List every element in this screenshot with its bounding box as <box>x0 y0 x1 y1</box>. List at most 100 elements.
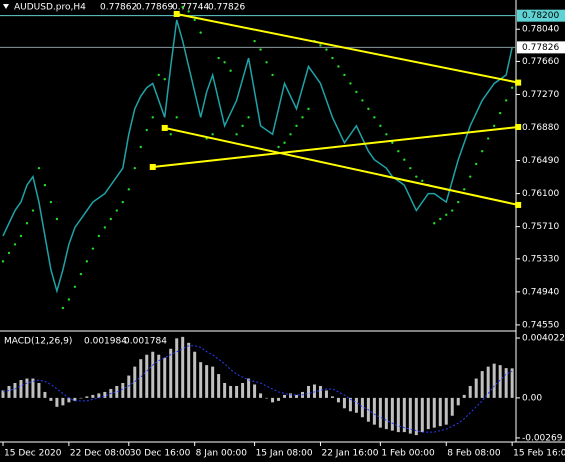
sar-dot <box>451 209 454 212</box>
macd-bar <box>426 397 430 430</box>
macd-bar <box>289 393 293 398</box>
macd-bar <box>73 397 77 401</box>
sar-dot <box>463 188 466 191</box>
y-tick-label: 0.77660 <box>522 57 559 67</box>
sar-dot <box>349 82 352 85</box>
macd-bar <box>283 394 287 398</box>
price-label: 0.78200 <box>522 11 559 21</box>
sar-dot <box>271 73 274 77</box>
macd-bar <box>55 397 59 407</box>
sar-dot <box>433 222 436 225</box>
sar-dot <box>121 200 125 204</box>
sar-dot <box>391 141 394 144</box>
macd-bar <box>235 385 239 398</box>
sar-dot <box>79 272 83 276</box>
macd-value: 0.001784 <box>124 337 167 347</box>
sar-dot <box>277 145 280 149</box>
collapse-icon[interactable] <box>3 4 9 9</box>
macd-bar <box>336 397 340 403</box>
macd-bar <box>402 397 406 433</box>
y-tick-label: 0.00 <box>522 393 542 403</box>
sar-dot <box>325 48 328 51</box>
macd-bar <box>19 380 23 398</box>
ohlc-value: 0.77869 <box>136 3 173 13</box>
sar-dot <box>25 222 29 225</box>
sar-dot <box>457 200 460 204</box>
sar-dot <box>7 251 11 255</box>
macd-bar <box>223 383 227 398</box>
trendline-anchor <box>515 201 522 208</box>
sar-dot <box>343 73 346 77</box>
sar-dot <box>289 133 292 136</box>
y-tick-label: 0.74940 <box>522 287 559 297</box>
macd-bar <box>450 397 454 416</box>
sar-dot <box>85 260 89 263</box>
sar-dot <box>73 285 77 288</box>
macd-bar <box>85 396 89 398</box>
sar-dot <box>151 116 154 119</box>
macd-bar <box>163 357 167 398</box>
sar-dot <box>13 243 17 246</box>
sar-dot <box>498 111 502 115</box>
macd-bar <box>408 397 412 434</box>
ohlc-value: 0.77862 <box>100 3 137 13</box>
sar-dot <box>67 298 71 301</box>
macd-bar <box>211 366 215 398</box>
y-tick-label: -0.00269 <box>522 433 563 443</box>
sar-dot <box>331 56 334 60</box>
macd-bar <box>318 385 322 398</box>
macd-bar <box>43 391 47 398</box>
x-tick-label: 15 Dec 2020 <box>4 449 62 459</box>
macd-bar <box>247 378 251 398</box>
y-tick-label: 0.76880 <box>522 123 559 133</box>
macd-bar <box>121 383 125 398</box>
macd-bar <box>354 397 358 413</box>
macd-bar <box>13 383 17 398</box>
y-tick-label: 0.004022 <box>522 334 565 344</box>
macd-bar <box>37 383 41 398</box>
macd-bar <box>330 396 334 398</box>
x-tick-label: 22 Jan 16:00 <box>321 449 378 459</box>
macd-bar <box>480 371 484 398</box>
macd-bar <box>157 354 161 398</box>
macd-bar <box>306 385 310 398</box>
sar-dot <box>133 166 136 170</box>
trendline <box>176 12 519 84</box>
macd-bar <box>390 397 394 431</box>
y-tick-label: 0.78040 <box>522 25 559 35</box>
price-label-box <box>517 41 565 54</box>
macd-bar <box>438 397 442 427</box>
macd-bar <box>510 368 514 398</box>
sar-dot <box>199 31 202 34</box>
sar-dot <box>145 128 148 132</box>
trendline-anchor <box>161 124 168 131</box>
sar-dot <box>223 61 226 64</box>
price-label: 0.77826 <box>522 43 559 53</box>
macd-bar <box>378 397 382 428</box>
sar-dot <box>373 116 376 119</box>
sar-dot <box>217 56 220 60</box>
sar-dot <box>43 183 47 187</box>
sar-dot <box>37 166 41 170</box>
macd-bar <box>312 384 316 398</box>
macd-bar <box>420 397 424 433</box>
x-tick-label: 8 Jan 00:00 <box>196 449 248 459</box>
macd-bar <box>1 390 5 398</box>
macd-bar <box>181 336 185 398</box>
sar-dot <box>109 217 113 221</box>
macd-bar <box>199 362 203 398</box>
sar-dot <box>1 260 5 263</box>
macd-bar <box>205 365 209 398</box>
macd-bar <box>169 348 173 398</box>
sar-dot <box>337 65 340 68</box>
sar-dot <box>211 133 214 136</box>
sar-dot <box>115 209 119 212</box>
sar-dot <box>103 226 107 229</box>
sar-dot <box>157 73 160 77</box>
macd-title: MACD(12,26,9) <box>4 337 72 347</box>
sar-dot <box>421 179 424 183</box>
macd-bar <box>324 390 328 398</box>
macd-bar <box>259 393 263 398</box>
x-tick-label: 15 Feb 16:00 <box>513 449 565 459</box>
macd-bar <box>384 397 388 430</box>
